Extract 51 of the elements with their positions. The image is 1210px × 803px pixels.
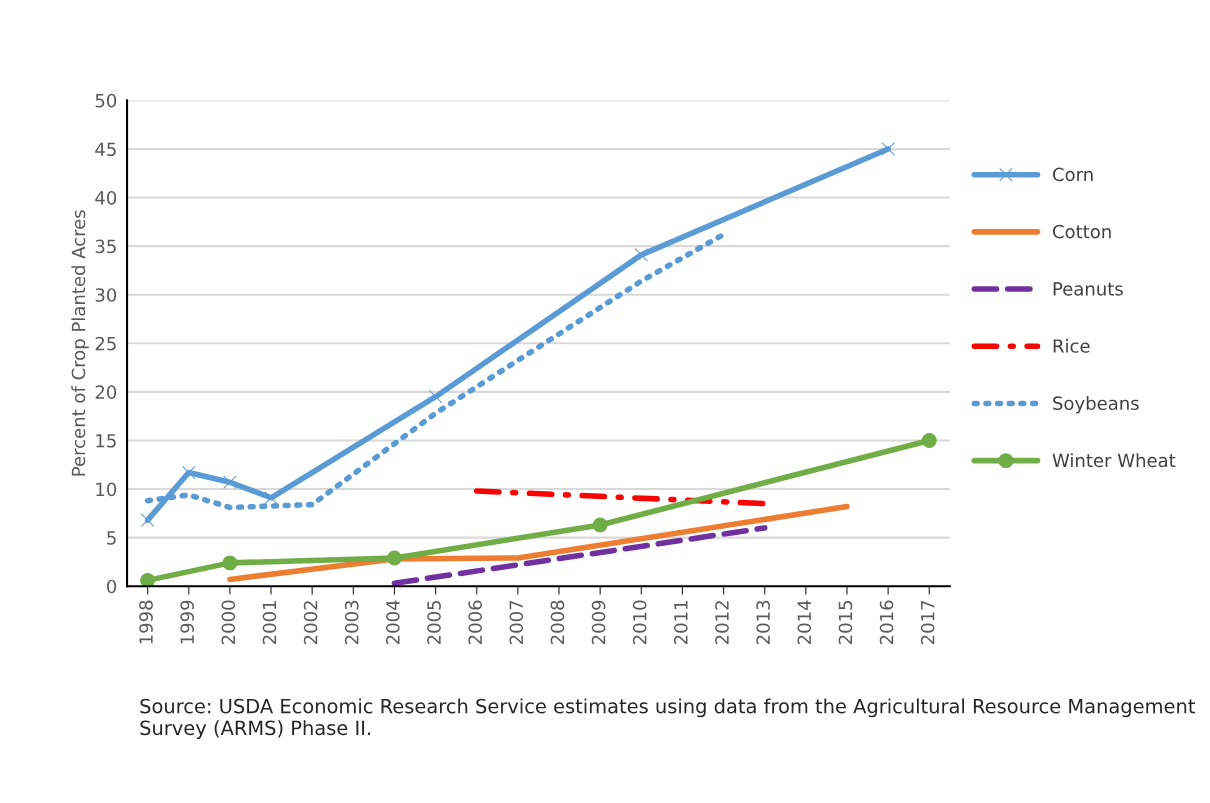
point	[140, 572, 156, 587]
legend-label: Corn	[1052, 167, 1093, 182]
x-tick-label: 2008	[550, 600, 565, 645]
x-tick-label: 1999	[180, 600, 194, 644]
y-tick-label: 15	[96, 434, 116, 448]
legend-label: Winter Wheat	[1052, 453, 1176, 468]
x-tick-label: 2011	[674, 601, 688, 645]
legend-label: Rice	[1053, 338, 1090, 353]
x-tick-label: 2012	[715, 601, 729, 645]
y-tick-label: 30	[95, 288, 117, 302]
x-tick-label: 2016	[879, 600, 894, 645]
point	[223, 475, 237, 489]
y-tick-label: 50	[95, 93, 117, 108]
x-tick-label: 2014	[797, 600, 812, 645]
point	[181, 465, 196, 480]
x-tick-label: 2007	[509, 600, 524, 645]
x-tick-label: 2001	[262, 601, 277, 645]
x-tick-label: 2005	[427, 600, 441, 645]
y-tick-label: 5	[107, 531, 116, 545]
y-tick-label: 20	[95, 385, 117, 399]
point	[921, 432, 937, 448]
x-tick-label: 2002	[303, 601, 318, 645]
legend-label: Soybeans	[1053, 396, 1139, 414]
y-tick-label: 45	[95, 142, 116, 157]
y-tick-label: 25	[95, 336, 116, 351]
y-axis-title: Percent of Crop Planted Acres	[71, 210, 89, 476]
x-tick-label: 2004	[386, 600, 400, 645]
x-tick-label: 2000	[221, 600, 236, 645]
y-tick-label: 40	[95, 191, 117, 205]
y-tick-label: 10	[96, 482, 117, 497]
legend-label: Cotton	[1052, 224, 1111, 239]
point	[881, 142, 895, 156]
point	[222, 555, 238, 571]
x-tick-label: 2009	[591, 600, 606, 645]
y-tick-label: 0	[107, 579, 117, 594]
x-tick-label: 1998	[139, 600, 153, 644]
point	[387, 550, 402, 566]
x-tick-label: 2017	[920, 600, 935, 645]
legend-label: Peanuts	[1053, 282, 1123, 296]
x-tick-label: 2003	[344, 600, 359, 645]
x-tick-label: 2013	[756, 600, 770, 645]
point	[428, 389, 443, 404]
source-note: Source: USDA Economic Research Service estimates using data from the Agricultural Resource Management Survey (ARMS) Phase II.	[140, 698, 1195, 739]
point	[592, 517, 608, 533]
x-tick-label: 2015	[838, 600, 853, 645]
y-tick-label: 35	[95, 239, 116, 254]
x-tick-label: 2006	[468, 600, 482, 645]
x-tick-label: 2010	[632, 600, 647, 645]
point	[634, 248, 649, 262]
point	[264, 491, 278, 505]
point	[140, 513, 155, 527]
